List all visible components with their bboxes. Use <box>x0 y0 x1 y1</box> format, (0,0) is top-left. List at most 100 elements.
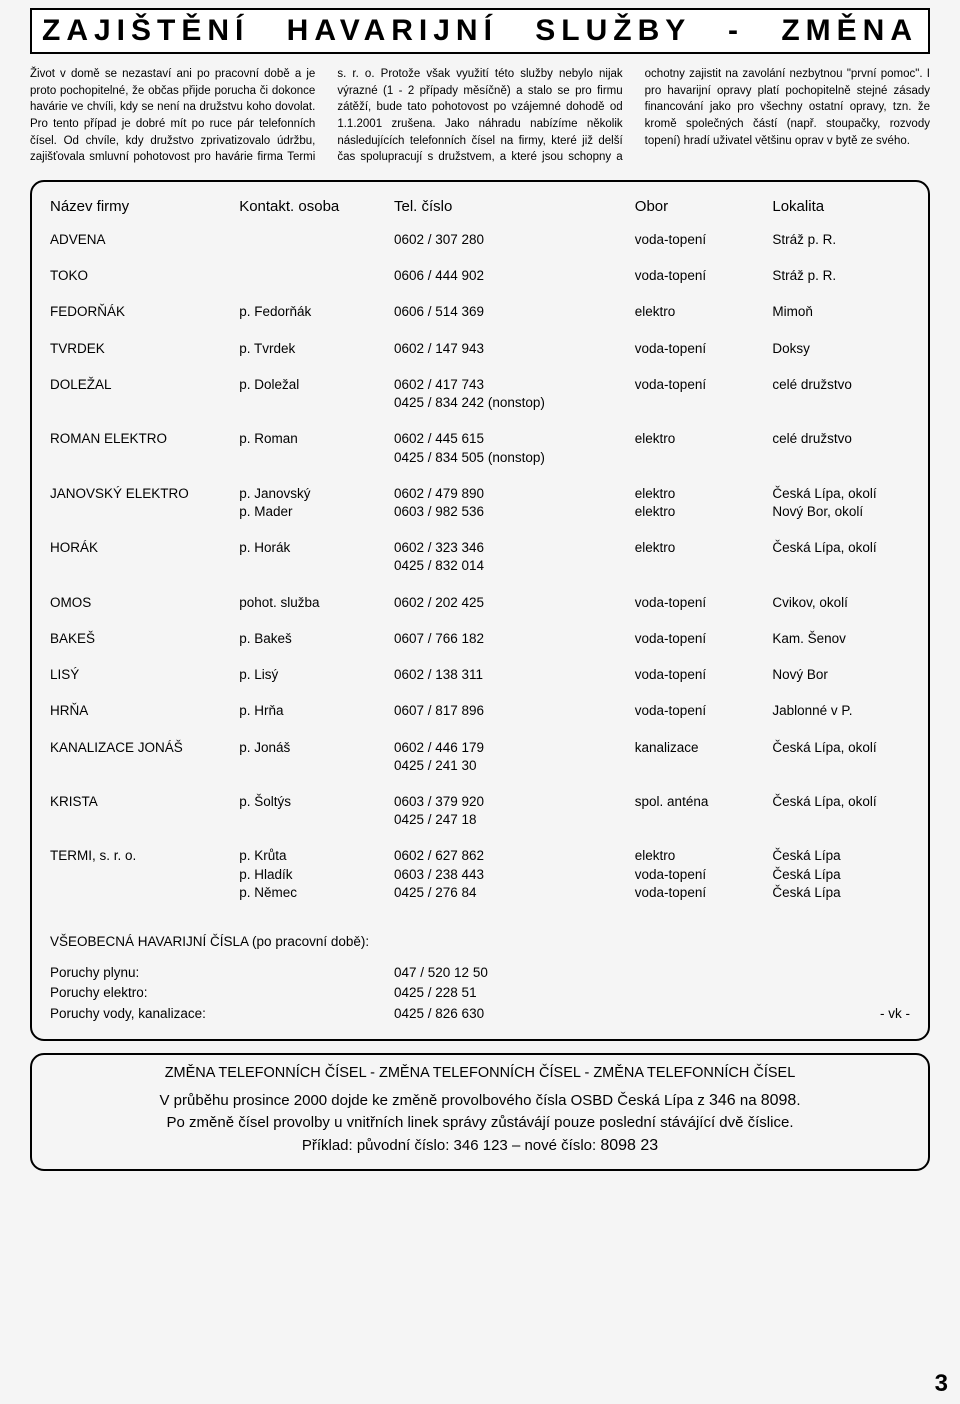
cell-firm: ROMAN ELEKTRO <box>50 430 239 466</box>
cell-tel: 0602 / 138 311 <box>394 666 635 684</box>
cell-obor: voda-topení <box>635 594 773 612</box>
table-row: HRŇAp. Hrňa0607 / 817 896voda-topeníJabl… <box>50 702 910 720</box>
cell-tel: 0602 / 627 8620603 / 238 4430425 / 276 8… <box>394 847 635 902</box>
cell-contact: p. Doležal <box>239 376 394 412</box>
intro-paragraph: Život v domě se nezastaví ani po pracovn… <box>30 66 930 166</box>
row-spacer <box>50 775 910 793</box>
cell-contact: p. Šoltýs <box>239 793 394 829</box>
footer-line1a: V průběhu prosince 2000 dojde ke změně p… <box>160 1092 710 1109</box>
cell-tel: 0607 / 766 182 <box>394 630 635 648</box>
cell-contact: p. Roman <box>239 430 394 466</box>
general-value: 0425 / 228 51 <box>394 983 635 1003</box>
directory-box: Název firmy Kontakt. osoba Tel. číslo Ob… <box>30 180 930 1041</box>
header-firm: Název firmy <box>50 198 239 231</box>
row-spacer <box>50 322 910 340</box>
cell-contact: p. Jonáš <box>239 739 394 775</box>
cell-obor: voda-topení <box>635 702 773 720</box>
general-number-row: Poruchy plynu:047 / 520 12 50 <box>50 963 910 983</box>
general-label: Poruchy vody, kanalizace: <box>50 1004 394 1024</box>
cell-firm: TVRDEK <box>50 340 239 358</box>
table-row: TOKO0606 / 444 902voda-topeníStráž p. R. <box>50 267 910 285</box>
cell-contact <box>239 231 394 249</box>
header-contact: Kontakt. osoba <box>239 198 394 231</box>
row-spacer <box>50 412 910 430</box>
row-spacer <box>50 285 910 303</box>
cell-obor: elektro <box>635 303 773 321</box>
cell-obor: kanalizace <box>635 739 773 775</box>
cell-contact: p. Janovskýp. Mader <box>239 485 394 521</box>
table-row: FEDORŇÁKp. Fedorňák0606 / 514 369elektro… <box>50 303 910 321</box>
cell-location: Česká Lípa, okolíNový Bor, okolí <box>772 485 910 521</box>
footer-mid: na <box>736 1092 761 1109</box>
cell-location: Mimoň <box>772 303 910 321</box>
row-spacer <box>50 249 910 267</box>
cell-location: Česká Lípa, okolí <box>772 739 910 775</box>
row-spacer <box>50 358 910 376</box>
table-row: DOLEŽALp. Doležal0602 / 417 7430425 / 83… <box>50 376 910 412</box>
table-row: ROMAN ELEKTROp. Roman0602 / 445 6150425 … <box>50 430 910 466</box>
cell-location: Doksy <box>772 340 910 358</box>
general-label: Poruchy plynu: <box>50 963 394 983</box>
row-spacer <box>50 721 910 739</box>
general-number-row: Poruchy elektro:0425 / 228 51 <box>50 983 910 1003</box>
row-spacer <box>50 576 910 594</box>
row-spacer <box>50 467 910 485</box>
cell-firm: ADVENA <box>50 231 239 249</box>
row-spacer <box>50 684 910 702</box>
cell-tel: 0603 / 379 9200425 / 247 18 <box>394 793 635 829</box>
footer-line-1: V průběhu prosince 2000 dojde ke změně p… <box>50 1089 910 1112</box>
general-label: Poruchy elektro: <box>50 983 394 1003</box>
cell-location: Cvikov, okolí <box>772 594 910 612</box>
cell-tel: 0602 / 323 3460425 / 832 014 <box>394 539 635 575</box>
cell-firm: BAKEŠ <box>50 630 239 648</box>
cell-location: celé družstvo <box>772 376 910 412</box>
cell-location: Jablonné v P. <box>772 702 910 720</box>
cell-obor: elektrovoda-topenívoda-topení <box>635 847 773 902</box>
cell-firm: LISÝ <box>50 666 239 684</box>
cell-tel: 0606 / 444 902 <box>394 267 635 285</box>
footer-banner: ZMĚNA TELEFONNÍCH ČÍSEL - ZMĚNA TELEFONN… <box>50 1065 910 1081</box>
table-row: BAKEŠp. Bakeš0607 / 766 182voda-topeníKa… <box>50 630 910 648</box>
table-row: KANALIZACE JONÁŠp. Jonáš0602 / 446 17904… <box>50 739 910 775</box>
cell-tel: 0602 / 417 7430425 / 834 242 (nonstop) <box>394 376 635 412</box>
row-spacer <box>50 521 910 539</box>
cell-firm: TOKO <box>50 267 239 285</box>
cell-obor: voda-topení <box>635 340 773 358</box>
footer-example-new: 8098 23 <box>600 1137 658 1154</box>
cell-firm: HRŇA <box>50 702 239 720</box>
cell-location: Stráž p. R. <box>772 267 910 285</box>
footer-line1b: . <box>796 1092 800 1109</box>
cell-location: Nový Bor <box>772 666 910 684</box>
cell-firm: KANALIZACE JONÁŠ <box>50 739 239 775</box>
cell-tel: 0607 / 817 896 <box>394 702 635 720</box>
page-number: 3 <box>935 1370 948 1398</box>
cell-contact: p. Horák <box>239 539 394 575</box>
cell-tel: 0602 / 446 1790425 / 241 30 <box>394 739 635 775</box>
cell-contact: pohot. služba <box>239 594 394 612</box>
cell-contact: p. Tvrdek <box>239 340 394 358</box>
cell-firm: JANOVSKÝ ELEKTRO <box>50 485 239 521</box>
cell-contact: p. Fedorňák <box>239 303 394 321</box>
table-row: TERMI, s. r. o.p. Krůtap. Hladíkp. Němec… <box>50 847 910 902</box>
cell-contact <box>239 267 394 285</box>
general-value: 047 / 520 12 50 <box>394 963 635 983</box>
footer-notice-box: ZMĚNA TELEFONNÍCH ČÍSEL - ZMĚNA TELEFONN… <box>30 1053 930 1171</box>
cell-firm: TERMI, s. r. o. <box>50 847 239 902</box>
footer-old-number: 346 <box>709 1092 736 1109</box>
table-row: LISÝp. Lisý0602 / 138 311voda-topeníNový… <box>50 666 910 684</box>
row-spacer <box>50 902 910 920</box>
cell-contact: p. Bakeš <box>239 630 394 648</box>
header-tel: Tel. číslo <box>394 198 635 231</box>
directory-table: Název firmy Kontakt. osoba Tel. číslo Ob… <box>50 198 910 920</box>
cell-contact: p. Hrňa <box>239 702 394 720</box>
cell-location: Česká Lípa, okolí <box>772 539 910 575</box>
cell-location: celé družstvo <box>772 430 910 466</box>
cell-location: Česká Lípa, okolí <box>772 793 910 829</box>
page-title: ZAJIŠTĚNÍ HAVARIJNÍ SLUŽBY - ZMĚNA <box>42 14 918 48</box>
cell-tel: 0602 / 147 943 <box>394 340 635 358</box>
cell-obor: elektro <box>635 430 773 466</box>
cell-tel: 0606 / 514 369 <box>394 303 635 321</box>
cell-tel: 0602 / 445 6150425 / 834 505 (nonstop) <box>394 430 635 466</box>
footer-line-2: Po změně čísel provolby u vnitřních line… <box>50 1112 910 1134</box>
cell-firm: FEDORŇÁK <box>50 303 239 321</box>
